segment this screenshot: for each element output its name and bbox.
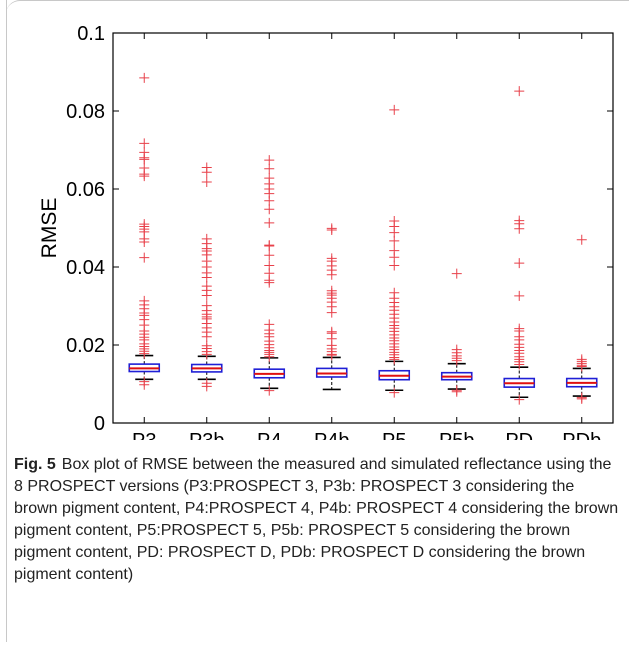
x-tick-label: P3b xyxy=(189,430,225,440)
outlier-marker xyxy=(576,234,587,245)
box-P5b xyxy=(440,268,473,397)
y-tick-label: 0.02 xyxy=(66,335,105,357)
plot-area-border xyxy=(112,32,614,424)
box-PDb xyxy=(565,234,598,404)
outlier-marker xyxy=(264,250,275,261)
outlier-marker xyxy=(201,176,212,187)
outlier-marker xyxy=(201,272,212,283)
figure-frame-left xyxy=(6,0,7,642)
outlier-marker xyxy=(326,269,337,280)
outlier-marker xyxy=(514,86,525,97)
y-tick-label: 0.1 xyxy=(77,23,105,45)
x-tick-label: PDb xyxy=(562,430,601,440)
boxes-layer xyxy=(128,72,598,405)
outlier-marker xyxy=(139,348,150,359)
outlier-marker xyxy=(576,393,587,404)
outlier-marker xyxy=(451,386,462,397)
box-P4b xyxy=(315,223,348,391)
outlier-marker xyxy=(264,240,275,251)
outlier-marker xyxy=(514,258,525,269)
outlier-marker xyxy=(139,154,150,165)
outlier-marker xyxy=(326,350,337,361)
outlier-marker xyxy=(264,163,275,174)
outlier-marker xyxy=(326,307,337,318)
y-tick-label: 0 xyxy=(94,413,105,435)
outlier-marker xyxy=(139,72,150,83)
outlier-marker xyxy=(139,237,150,248)
x-tick-label: P3 xyxy=(132,430,156,440)
box-plot-chart: 0 0.02 0.04 0.06 0.08 0.1 RMSE P3 P3b P4 P4b P5 P5b P… xyxy=(38,23,614,440)
outlier-marker xyxy=(139,379,150,390)
outlier-marker xyxy=(514,359,525,370)
x-tick-label: P5 xyxy=(382,430,406,440)
outlier-marker xyxy=(389,104,400,115)
outlier-marker xyxy=(389,235,400,246)
x-tick-label: P4 xyxy=(257,430,281,440)
figure-caption: Fig. 5 Box plot of RMSE between the measu… xyxy=(14,454,619,586)
outlier-marker xyxy=(201,167,212,178)
box-P3 xyxy=(128,72,161,390)
caption-text: Box plot of RMSE between the measured an… xyxy=(14,456,619,583)
outlier-marker xyxy=(264,155,275,166)
x-tick-label: PD xyxy=(505,430,533,440)
outlier-marker xyxy=(201,331,212,342)
outlier-marker xyxy=(264,195,275,206)
outlier-marker xyxy=(326,224,337,235)
caption-label: Fig. 5 xyxy=(14,456,56,473)
outlier-marker xyxy=(389,354,400,365)
outlier-marker xyxy=(451,355,462,366)
outlier-marker xyxy=(264,385,275,396)
outlier-marker xyxy=(576,361,587,372)
figure-frame-top xyxy=(6,0,629,31)
outlier-marker xyxy=(201,290,212,301)
outlier-marker xyxy=(201,349,212,360)
outlier-marker xyxy=(264,217,275,228)
x-tick-label: P4b xyxy=(314,430,350,440)
outlier-marker xyxy=(139,171,150,182)
outlier-marker xyxy=(264,204,275,215)
outlier-marker xyxy=(139,252,150,263)
outlier-marker xyxy=(389,387,400,398)
outlier-marker xyxy=(139,138,150,149)
outlier-marker xyxy=(514,223,525,234)
y-tick-label: 0.06 xyxy=(66,179,105,201)
box-P3b xyxy=(190,162,223,392)
box-PD xyxy=(503,86,536,405)
y-axis-label: RMSE xyxy=(38,198,61,259)
axes-layer: 0 0.02 0.04 0.06 0.08 0.1 RMSE P3 P3b P4 P4b P5 P5b P… xyxy=(38,23,614,440)
box-P4 xyxy=(253,155,286,396)
x-tick-label: P5b xyxy=(439,430,475,440)
outlier-marker xyxy=(264,351,275,362)
outlier-marker xyxy=(514,394,525,405)
outlier-marker xyxy=(264,277,275,288)
outlier-marker xyxy=(201,381,212,392)
box-P5 xyxy=(378,104,411,398)
outlier-marker xyxy=(451,268,462,279)
y-tick-label: 0.08 xyxy=(66,101,105,123)
y-tick-label: 0.04 xyxy=(66,257,105,279)
outlier-marker xyxy=(389,260,400,271)
outlier-marker xyxy=(514,290,525,301)
